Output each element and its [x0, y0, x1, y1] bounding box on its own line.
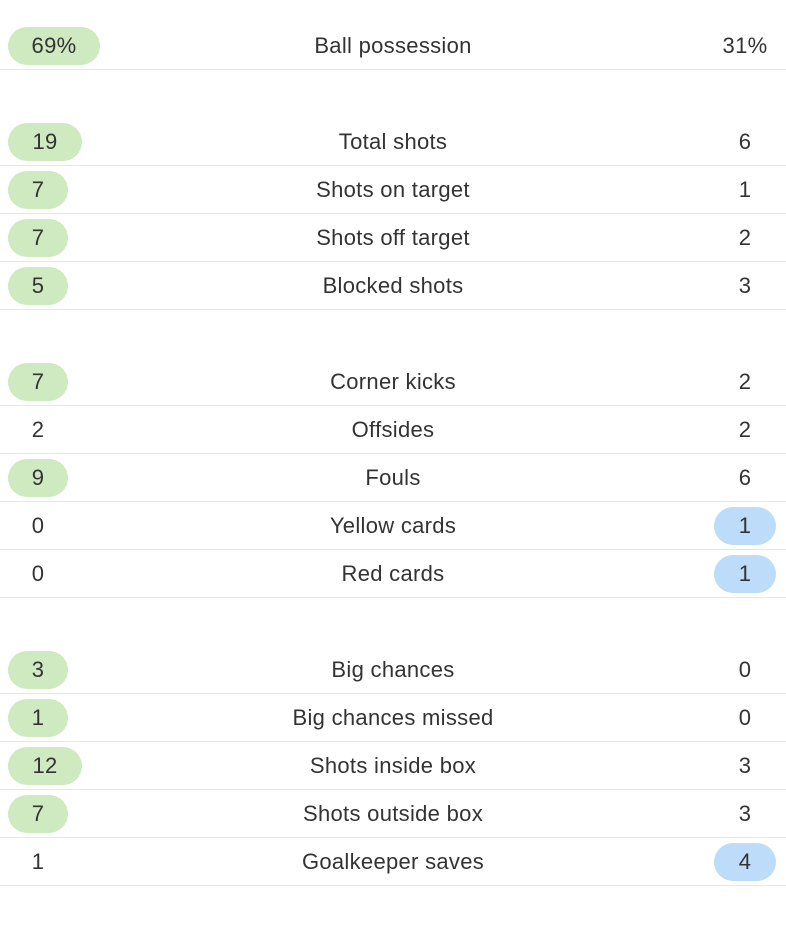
away-value: 1	[714, 555, 776, 593]
stat-row-big-chances: 3 Big chances 0	[0, 646, 786, 694]
stat-row-shots-outside-box: 7 Shots outside box 3	[0, 790, 786, 838]
stat-label: Goalkeeper saves	[301, 849, 485, 874]
home-value: 2	[31, 417, 45, 442]
stat-row-big-chances-missed: 1 Big chances missed 0	[0, 694, 786, 742]
stats-group-shots: 19 Total shots 6 7 Shots on target 1 7 S…	[0, 118, 786, 310]
away-value: 6	[738, 465, 752, 490]
away-value: 2	[738, 225, 752, 250]
stat-label: Big chances missed	[292, 705, 494, 730]
home-value: 69%	[8, 27, 100, 65]
stat-label: Red cards	[341, 561, 445, 586]
away-value: 1	[714, 507, 776, 545]
home-value: 1	[8, 699, 68, 737]
home-value: 5	[8, 267, 68, 305]
stat-row-ball-possession: 69% Ball possession 31%	[0, 22, 786, 70]
stat-row-goalkeeper-saves: 1 Goalkeeper saves 4	[0, 838, 786, 886]
home-value: 7	[8, 219, 68, 257]
away-value: 6	[738, 129, 752, 154]
away-value: 1	[738, 177, 752, 202]
stat-row-total-shots: 19 Total shots 6	[0, 118, 786, 166]
stat-label: Shots inside box	[309, 753, 477, 778]
stat-row-offsides: 2 Offsides 2	[0, 406, 786, 454]
stat-label: Blocked shots	[322, 273, 464, 298]
stat-label: Yellow cards	[329, 513, 457, 538]
stat-label: Big chances	[331, 657, 455, 682]
stats-group-possession: 69% Ball possession 31%	[0, 22, 786, 70]
away-value: 2	[738, 369, 752, 394]
match-statistics: 69% Ball possession 31% 19 Total shots 6…	[0, 22, 786, 934]
away-value: 3	[738, 801, 752, 826]
stat-label: Shots on target	[316, 177, 470, 202]
stat-row-corner-kicks: 7 Corner kicks 2	[0, 358, 786, 406]
home-value: 7	[8, 795, 68, 833]
stat-row-yellow-cards: 0 Yellow cards 1	[0, 502, 786, 550]
stat-row-red-cards: 0 Red cards 1	[0, 550, 786, 598]
stat-label: Offsides	[351, 417, 435, 442]
away-value: 0	[738, 657, 752, 682]
home-value: 0	[31, 561, 45, 586]
away-value: 2	[738, 417, 752, 442]
stat-label: Fouls	[365, 465, 421, 490]
away-value: 0	[738, 705, 752, 730]
home-value: 3	[8, 651, 68, 689]
stats-group-chances: 3 Big chances 0 1 Big chances missed 0 1…	[0, 646, 786, 886]
stat-row-blocked-shots: 5 Blocked shots 3	[0, 262, 786, 310]
stat-label: Ball possession	[314, 33, 472, 58]
away-value: 3	[738, 753, 752, 778]
home-value: 1	[31, 849, 45, 874]
stat-row-shots-off-target: 7 Shots off target 2	[0, 214, 786, 262]
stat-row-shots-inside-box: 12 Shots inside box 3	[0, 742, 786, 790]
stat-label: Shots outside box	[303, 801, 483, 826]
home-value: 0	[31, 513, 45, 538]
home-value: 7	[8, 171, 68, 209]
home-value: 7	[8, 363, 68, 401]
stat-label: Total shots	[338, 129, 448, 154]
stats-group-discipline: 7 Corner kicks 2 2 Offsides 2 9 Fouls 6 …	[0, 358, 786, 598]
home-value: 19	[8, 123, 82, 161]
away-value: 31%	[722, 33, 768, 58]
home-value: 12	[8, 747, 82, 785]
away-value: 4	[714, 843, 776, 881]
stat-label: Corner kicks	[330, 369, 456, 394]
away-value: 3	[738, 273, 752, 298]
home-value: 9	[8, 459, 68, 497]
stat-row-shots-on-target: 7 Shots on target 1	[0, 166, 786, 214]
stat-label: Shots off target	[316, 225, 470, 250]
stat-row-fouls: 9 Fouls 6	[0, 454, 786, 502]
